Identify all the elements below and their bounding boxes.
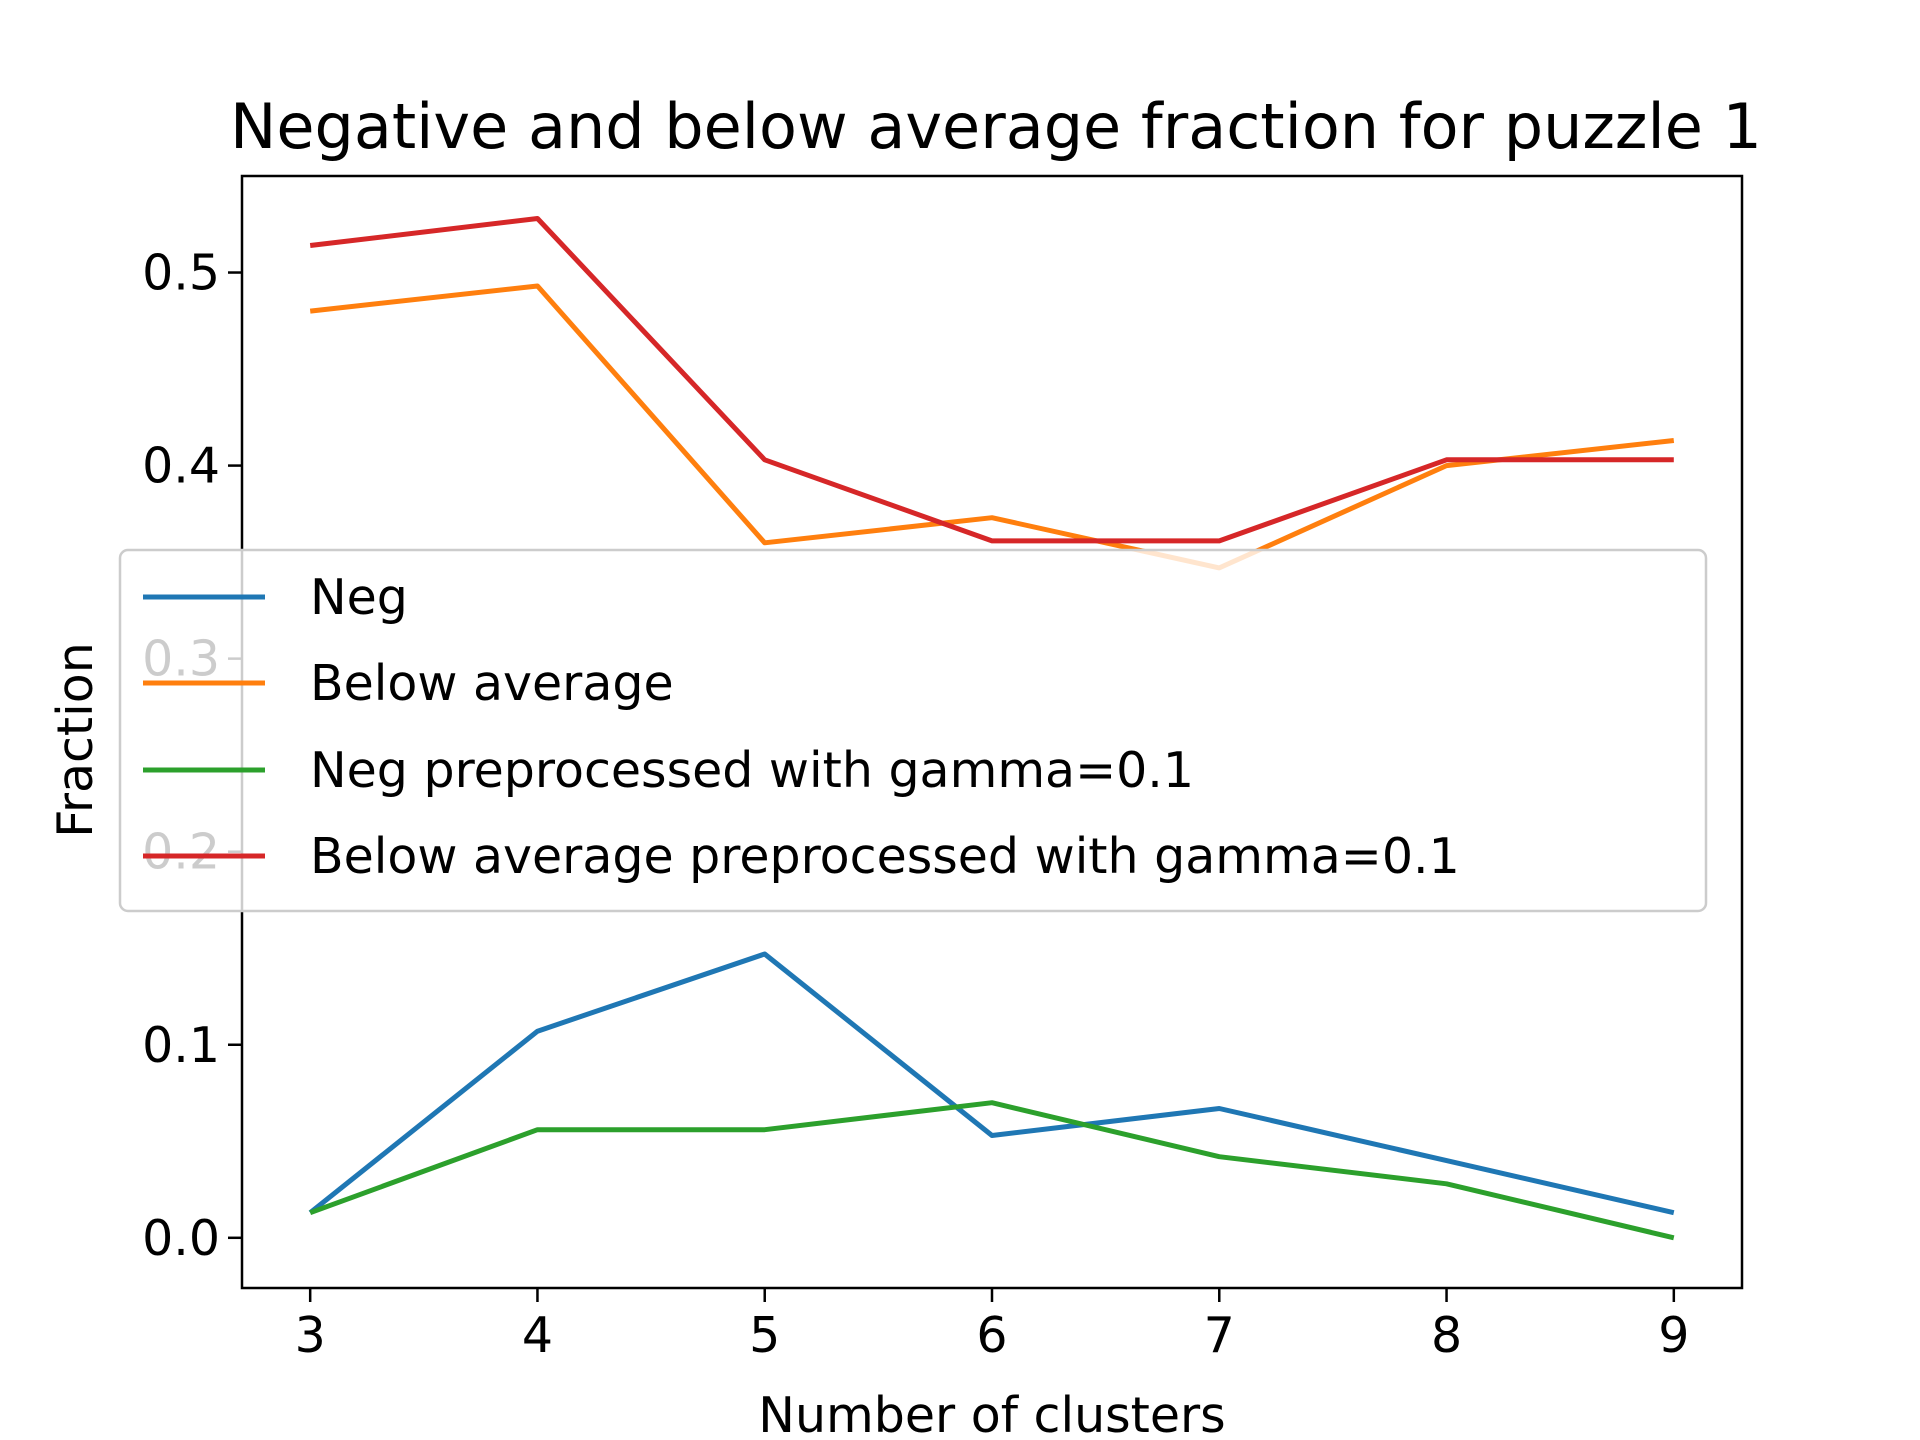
series-layer <box>308 216 1675 1241</box>
x-tick-label: 8 <box>1431 1307 1462 1364</box>
x-axis: 3 4 5 6 7 8 9 <box>295 1288 1689 1364</box>
chart-title: Negative and below average fraction for … <box>230 90 1762 163</box>
legend-label-1: Neg <box>310 569 408 626</box>
y-tick-label: 0.4 <box>142 438 220 495</box>
x-tick-label: 5 <box>749 1307 780 1364</box>
legend-box <box>118 548 1708 913</box>
series-line-3 <box>309 1100 1675 1241</box>
y-tick-label: 0.1 <box>142 1017 220 1074</box>
series-line-4 <box>309 216 1674 544</box>
y-tick-label: 0.0 <box>142 1210 220 1267</box>
x-tick-label: 3 <box>295 1307 326 1364</box>
legend-entries: Neg Below average Neg preprocessed with ga… <box>143 569 1460 885</box>
legend: Neg Below average Neg preprocessed with ga… <box>118 548 1708 913</box>
x-tick-label: 6 <box>976 1307 1007 1364</box>
x-axis-label: Number of clusters <box>758 1387 1225 1440</box>
x-tick-label: 7 <box>1204 1307 1235 1364</box>
y-axis-label: Fraction <box>47 642 104 838</box>
series-line-1 <box>308 951 1675 1216</box>
legend-label-3: Neg preprocessed with gamma=0.1 <box>310 742 1194 799</box>
legend-label-4: Below average preprocessed with gamma=0.… <box>310 828 1460 885</box>
legend-label-2: Below average <box>310 655 674 712</box>
x-tick-label: 9 <box>1658 1307 1689 1364</box>
x-tick-label: 4 <box>522 1307 553 1364</box>
series-line-2 <box>309 283 1675 571</box>
y-tick-label: 0.5 <box>142 245 220 302</box>
